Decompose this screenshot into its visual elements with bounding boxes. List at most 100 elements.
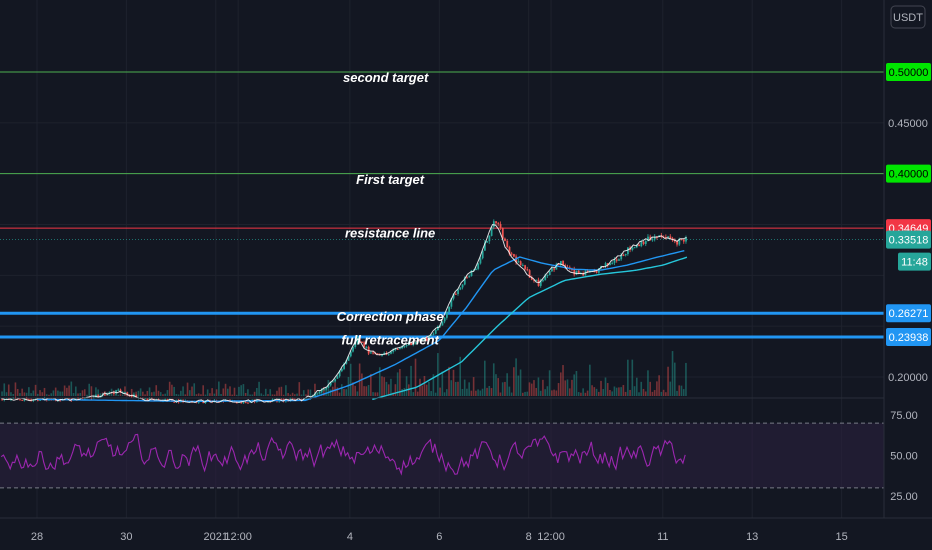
volume-bar (606, 383, 609, 396)
volume-bar (609, 389, 611, 396)
volume-bar (1, 391, 3, 396)
candle-body (171, 398, 173, 402)
volume-bar (34, 384, 37, 396)
candle-body (5, 398, 8, 400)
candle-body (553, 268, 556, 270)
volume-bar (45, 394, 48, 396)
currency-button[interactable]: USDT (890, 5, 926, 29)
annotations: second target First target resistance line… (337, 70, 444, 347)
candle-body (615, 259, 618, 261)
volume-bar (251, 394, 254, 396)
candle-body (481, 250, 484, 259)
candle-body (336, 376, 339, 379)
level-price-tag-bg (886, 164, 931, 183)
volume-bar (372, 392, 374, 396)
volume-bar (191, 386, 193, 396)
candle-body (421, 339, 424, 341)
candle-body (345, 360, 348, 364)
volume-bar (618, 387, 620, 396)
volume-bar (405, 376, 408, 396)
candle-body (25, 397, 28, 400)
candle-body (43, 398, 46, 400)
moving-average-slow (372, 256, 688, 401)
volume-bar (660, 391, 663, 396)
candle-body (575, 270, 578, 275)
volume-bar (528, 382, 531, 396)
volume-bar (66, 387, 68, 396)
volume-bar (336, 387, 339, 396)
volume-bar (448, 366, 450, 396)
candle-body (126, 392, 129, 396)
volume-bar (633, 386, 636, 396)
candle-body (613, 259, 616, 263)
last-price-tag-bg (886, 230, 931, 249)
volume-bar (202, 385, 204, 396)
volume-bar (593, 387, 596, 396)
volume-bar (361, 373, 363, 396)
volume-bar (553, 389, 555, 396)
candle-body (361, 341, 363, 343)
candle-body (399, 348, 401, 350)
candle-body (327, 385, 330, 388)
volume-bar (186, 382, 189, 396)
volume-bar (629, 389, 631, 396)
volume-bar (571, 379, 573, 396)
candle-body (499, 224, 502, 229)
volume-bar (37, 393, 39, 396)
volume-bar (470, 390, 473, 396)
volume-bar (144, 394, 146, 396)
candle-body (356, 337, 359, 344)
volume-bar (669, 381, 672, 396)
candle-body (347, 356, 350, 361)
volume-bar (211, 388, 213, 396)
candle-body (414, 342, 417, 344)
candle-body (28, 399, 30, 401)
candle-body (470, 270, 473, 277)
candle-body (104, 394, 106, 396)
candle-body (412, 343, 415, 345)
volume-bar (12, 393, 15, 396)
volume-bar (340, 384, 343, 396)
volume-bar (546, 386, 549, 396)
volume-bar (294, 394, 296, 396)
volume-bar (358, 363, 361, 396)
volume-bar (256, 387, 258, 396)
volume-bar (472, 377, 475, 396)
volume-bar (501, 382, 504, 396)
price-axis[interactable]: 0.450000.200000.500000.400000.346490.262… (886, 63, 931, 503)
volume-bar (544, 389, 546, 396)
volume-bar (180, 390, 182, 396)
candle-body (604, 263, 607, 267)
volume-bar (70, 381, 73, 396)
volume-bar (72, 392, 75, 396)
volume-bar (356, 391, 359, 396)
volume-bar (414, 358, 417, 396)
volume-bar (287, 393, 289, 396)
volume-bar (135, 391, 137, 396)
volume-bar (139, 388, 142, 396)
volume-bar (5, 392, 8, 396)
volume-bar (613, 386, 616, 396)
volume-bar (209, 393, 211, 396)
candle-body (488, 235, 491, 242)
volume-bar (542, 379, 544, 396)
volume-bar (195, 394, 198, 396)
candle-body (492, 221, 495, 227)
volume-bar (627, 359, 629, 396)
volume-bar (338, 392, 341, 396)
level-price-tag-bg (886, 63, 931, 81)
annotation-label: full retracement (341, 332, 439, 347)
volume-bar (267, 394, 269, 396)
candle-body (633, 247, 636, 249)
volume-bar (54, 387, 57, 396)
candle-body (463, 277, 466, 285)
volume-bar (280, 386, 283, 396)
candle-body (624, 254, 627, 256)
volume-bar (486, 387, 488, 396)
volume-bar (642, 388, 645, 396)
candle-body (419, 340, 421, 342)
candle-body (332, 381, 334, 383)
volume-bar (242, 384, 245, 396)
candle-body (294, 399, 296, 401)
